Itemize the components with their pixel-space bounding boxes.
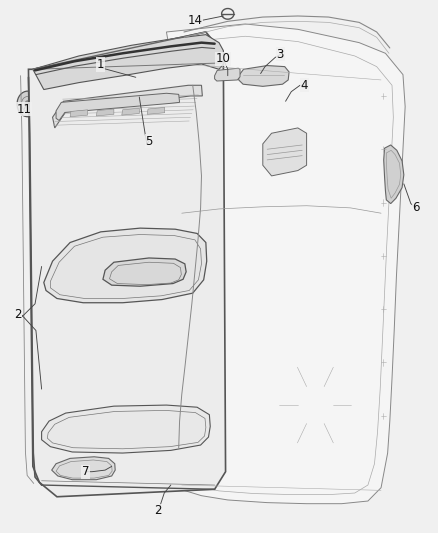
Text: 10: 10: [216, 52, 231, 65]
Text: 5: 5: [145, 135, 152, 148]
Text: 2: 2: [14, 308, 21, 321]
Polygon shape: [56, 93, 180, 120]
Polygon shape: [215, 68, 240, 81]
Polygon shape: [239, 66, 289, 86]
Polygon shape: [33, 35, 223, 90]
Polygon shape: [52, 457, 115, 480]
Polygon shape: [96, 109, 114, 116]
Text: 3: 3: [277, 48, 284, 61]
Polygon shape: [53, 85, 202, 128]
Polygon shape: [70, 110, 88, 117]
Text: 7: 7: [81, 465, 89, 478]
Text: 6: 6: [412, 201, 420, 214]
Polygon shape: [122, 108, 139, 115]
Polygon shape: [42, 405, 210, 453]
Polygon shape: [147, 108, 165, 115]
Text: 1: 1: [97, 58, 105, 71]
Text: 2: 2: [14, 308, 21, 321]
Circle shape: [310, 399, 321, 411]
Polygon shape: [28, 32, 226, 497]
Polygon shape: [103, 258, 186, 286]
Polygon shape: [44, 228, 207, 303]
Circle shape: [25, 100, 31, 108]
Text: 4: 4: [300, 79, 308, 92]
Text: 2: 2: [154, 504, 162, 517]
Circle shape: [17, 91, 38, 117]
Polygon shape: [263, 128, 307, 176]
Polygon shape: [384, 145, 404, 204]
Text: 11: 11: [17, 103, 32, 116]
Text: 14: 14: [187, 14, 202, 27]
Polygon shape: [166, 24, 405, 504]
